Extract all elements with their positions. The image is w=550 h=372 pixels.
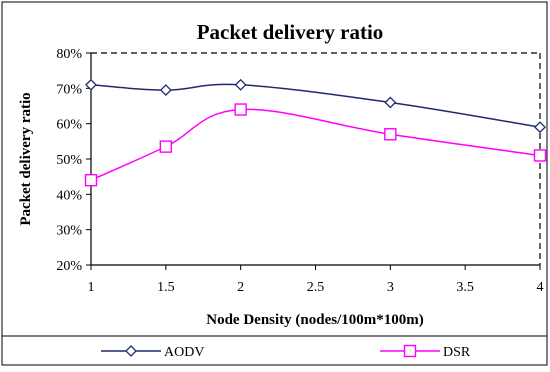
data-point-aodv xyxy=(85,78,97,91)
y-tick-label: 20% xyxy=(56,259,82,274)
legend-marker-aodv xyxy=(125,345,137,357)
data-point-aodv xyxy=(234,78,247,91)
legend-label-aodv: AODV xyxy=(164,345,204,360)
y-tick-label: 30% xyxy=(56,224,82,239)
series-dsr xyxy=(84,103,547,187)
series-line-aodv xyxy=(90,83,541,128)
x-tick-label: 3 xyxy=(387,280,394,295)
x-axis-label: Node Density (nodes/100m*100m) xyxy=(206,312,424,328)
series-line-dsr xyxy=(90,108,541,181)
legend-item-aodv: AODV xyxy=(101,345,204,360)
data-point-aodv xyxy=(159,84,172,97)
axis-ticks: 20% 30% 40% 50% 60% 70% 80% 1 1.5 2 2.5 3 3.5 4 xyxy=(56,47,543,295)
y-tick-label: 80% xyxy=(56,47,82,62)
legend: AODV DSR xyxy=(101,344,471,360)
x-tick-label: 2 xyxy=(237,280,244,295)
x-tick-label: 3.5 xyxy=(456,280,474,295)
data-point-dsr xyxy=(533,149,547,162)
y-tick-label: 40% xyxy=(56,188,82,203)
y-tick-label: 70% xyxy=(56,82,82,97)
data-point-dsr xyxy=(159,140,173,153)
series-layer xyxy=(84,78,547,187)
x-tick-label: 1.5 xyxy=(157,280,175,295)
legend-item-dsr: DSR xyxy=(380,344,471,360)
legend-label-dsr: DSR xyxy=(443,345,471,360)
legend-marker-dsr xyxy=(403,344,417,358)
data-point-aodv xyxy=(384,96,397,109)
data-point-dsr xyxy=(234,103,247,116)
x-tick-label: 4 xyxy=(537,280,544,295)
y-tick-label: 60% xyxy=(56,118,82,133)
data-point-dsr xyxy=(384,128,397,141)
y-tick-label: 50% xyxy=(56,153,82,168)
x-tick-label: 2.5 xyxy=(307,280,325,295)
x-tick-label: 1 xyxy=(88,280,95,295)
series-aodv xyxy=(85,78,546,134)
data-point-aodv xyxy=(534,121,546,134)
data-point-dsr xyxy=(84,173,98,187)
y-axis-label: Packet delivery ratio xyxy=(18,92,34,225)
chart-title: Packet delivery ratio xyxy=(197,20,384,44)
chart-border xyxy=(1,1,548,366)
